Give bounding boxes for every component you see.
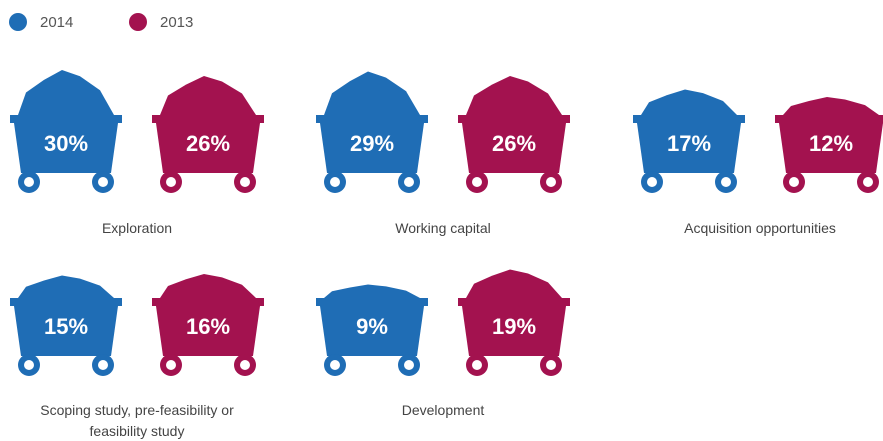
wheel-hub bbox=[546, 360, 556, 370]
wheel-hub bbox=[24, 177, 34, 187]
wheel-hub bbox=[24, 360, 34, 370]
cart-rim bbox=[152, 115, 264, 123]
mine-cart: 26% bbox=[458, 76, 570, 193]
ore-pile bbox=[466, 76, 562, 115]
wheel-hub bbox=[721, 177, 731, 187]
category-label: Development bbox=[328, 400, 558, 421]
mine-cart: 12% bbox=[775, 97, 883, 193]
legend-label: 2014 bbox=[40, 14, 73, 31]
value-label: 19% bbox=[492, 314, 536, 339]
legend-swatch bbox=[9, 13, 27, 31]
mine-cart: 9% bbox=[316, 285, 428, 377]
value-label: 9% bbox=[356, 314, 388, 339]
wheel-hub bbox=[98, 177, 108, 187]
ore-pile bbox=[324, 72, 420, 116]
legend-label: 2013 bbox=[160, 14, 193, 31]
wheel-hub bbox=[789, 177, 799, 187]
ore-pile bbox=[18, 70, 114, 115]
value-label: 17% bbox=[667, 131, 711, 156]
value-label: 26% bbox=[186, 131, 230, 156]
mine-cart: 19% bbox=[458, 270, 570, 377]
wheel-hub bbox=[404, 360, 414, 370]
ore-pile bbox=[324, 285, 420, 299]
ore-pile bbox=[160, 274, 256, 298]
value-label: 12% bbox=[809, 131, 853, 156]
wheel-hub bbox=[240, 360, 250, 370]
category-label: Scoping study, pre-feasibility or feasib… bbox=[22, 400, 252, 441]
ore-pile bbox=[18, 276, 114, 299]
mine-cart: 30% bbox=[10, 70, 122, 193]
wheel-hub bbox=[240, 177, 250, 187]
wheel-hub bbox=[330, 360, 340, 370]
mine-cart: 15% bbox=[10, 276, 122, 377]
mine-cart: 17% bbox=[633, 90, 745, 194]
wheel-hub bbox=[863, 177, 873, 187]
value-label: 29% bbox=[350, 131, 394, 156]
wheel-hub bbox=[647, 177, 657, 187]
wheel-hub bbox=[472, 360, 482, 370]
category-label: Exploration bbox=[22, 218, 252, 239]
cart-rim bbox=[775, 115, 883, 123]
value-label: 16% bbox=[186, 314, 230, 339]
cart-rim bbox=[10, 298, 122, 306]
cart-rim bbox=[316, 115, 428, 123]
wheel-hub bbox=[98, 360, 108, 370]
wheel-hub bbox=[546, 177, 556, 187]
cart-rim bbox=[458, 298, 570, 306]
infographic: 2014 2013 30% 26% 29% 26% 17% 12% 15% 16% 9% 19% Ex… bbox=[0, 0, 883, 441]
cart-rim bbox=[10, 115, 122, 123]
ore-pile bbox=[466, 270, 562, 299]
value-label: 26% bbox=[492, 131, 536, 156]
wheel-hub bbox=[330, 177, 340, 187]
value-label: 15% bbox=[44, 314, 88, 339]
category-label: Working capital bbox=[328, 218, 558, 239]
cart-rim bbox=[458, 115, 570, 123]
cart-rim bbox=[316, 298, 428, 306]
wheel-hub bbox=[404, 177, 414, 187]
category-label: Acquisition opportunities bbox=[645, 218, 875, 239]
wheel-hub bbox=[166, 360, 176, 370]
mine-cart: 26% bbox=[152, 76, 264, 193]
mine-cart: 16% bbox=[152, 274, 264, 376]
cart-rim bbox=[633, 115, 745, 123]
ore-pile bbox=[783, 97, 879, 115]
ore-pile bbox=[641, 90, 737, 116]
value-label: 30% bbox=[44, 131, 88, 156]
wheel-hub bbox=[166, 177, 176, 187]
wheel-hub bbox=[472, 177, 482, 187]
ore-pile bbox=[160, 76, 256, 115]
legend-swatch bbox=[129, 13, 147, 31]
cart-rim bbox=[152, 298, 264, 306]
mine-cart: 29% bbox=[316, 72, 428, 194]
